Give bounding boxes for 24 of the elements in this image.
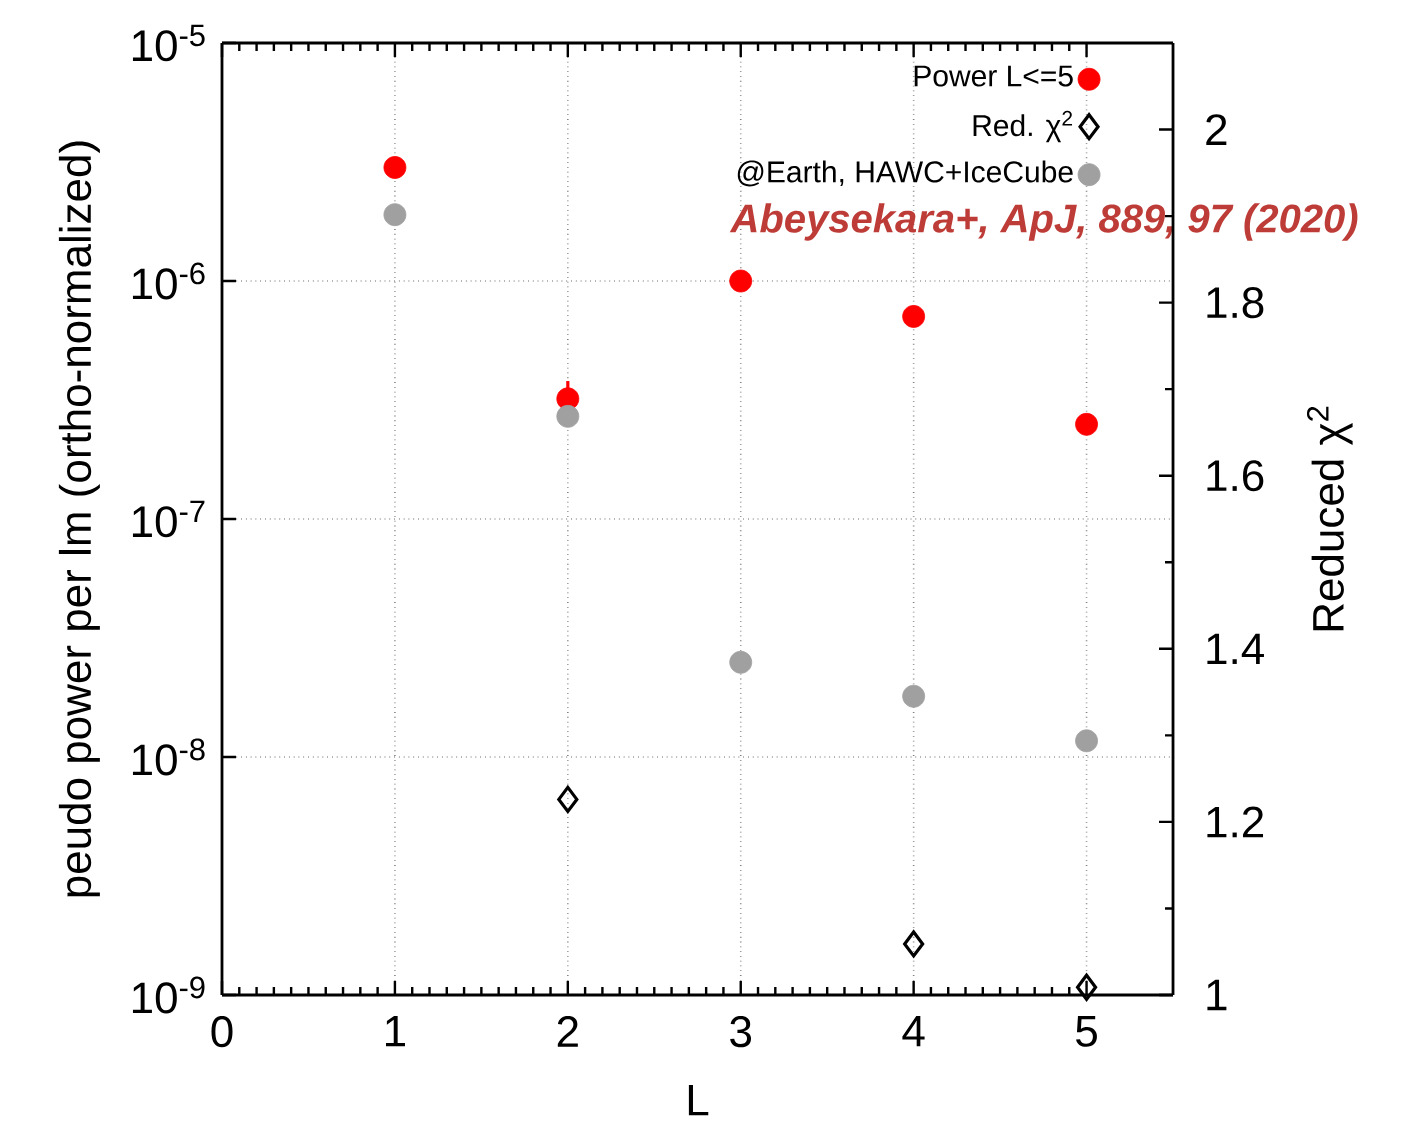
x-tick-label: 2 bbox=[557, 1016, 578, 1047]
x-axis-title: L bbox=[688, 1084, 709, 1116]
x-tick-label: 0 bbox=[211, 1016, 233, 1048]
legend-label: Red. χ$^{2}$ bbox=[973, 110, 1073, 143]
y-tick-label: 10$^{-7}$ bbox=[132, 500, 205, 538]
y2-tick-label: 1 bbox=[1207, 979, 1227, 1011]
annotation: Abeysekara+, ApJ, 889, 97 (2020) bbox=[729, 203, 1358, 241]
y2-axis-title: Reduced χ$^{2}$ bbox=[1306, 406, 1353, 631]
y-tick-label: 10$^{-9}$ bbox=[132, 976, 205, 1014]
x-tick-label: 1 bbox=[386, 1016, 405, 1047]
x-tick-label: 4 bbox=[902, 1016, 925, 1047]
legend-label: @Earth, HAWC+IceCube bbox=[737, 160, 1073, 187]
y2-tick-label: 2 bbox=[1206, 114, 1227, 145]
y2-tick-label: 1.2 bbox=[1207, 806, 1264, 838]
x-tick-label: 3 bbox=[730, 1016, 752, 1048]
y-tick-label: 10$^{-5}$ bbox=[132, 24, 205, 62]
y-axis-title: peudo power per lm (ortho-normalized) bbox=[58, 141, 100, 897]
y2-tick-label: 1.8 bbox=[1207, 287, 1264, 319]
legend-label: Power L<=5 bbox=[914, 65, 1073, 87]
y-tick-label: 10$^{-6}$ bbox=[132, 262, 205, 300]
y-tick-label: 10$^{-8}$ bbox=[132, 738, 205, 776]
x-tick-label: 5 bbox=[1076, 1016, 1097, 1047]
y2-tick-label: 1.4 bbox=[1207, 633, 1264, 664]
y2-tick-label: 1.6 bbox=[1207, 460, 1264, 492]
